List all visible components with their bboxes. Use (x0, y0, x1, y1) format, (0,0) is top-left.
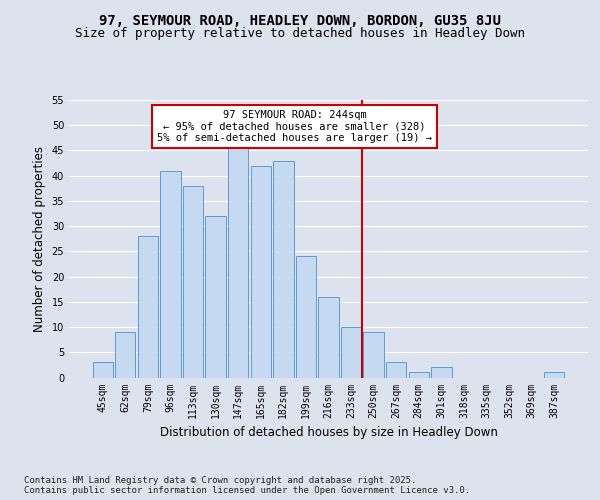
Bar (160, 170, 181, 378)
Text: 97, SEYMOUR ROAD, HEADLEY DOWN, BORDON, GU35 8JU: 97, SEYMOUR ROAD, HEADLEY DOWN, BORDON, … (99, 14, 501, 28)
Bar (92, 362, 113, 378)
Bar (319, 297, 338, 378)
Bar (205, 216, 226, 378)
Bar (273, 160, 293, 378)
Bar (409, 372, 429, 378)
Text: 97 SEYMOUR ROAD: 244sqm
← 95% of detached houses are smaller (328)
5% of semi-de: 97 SEYMOUR ROAD: 244sqm ← 95% of detache… (157, 110, 432, 144)
X-axis label: Distribution of detached houses by size in Headley Down: Distribution of detached houses by size … (160, 426, 497, 439)
Bar (386, 362, 406, 378)
Bar (183, 186, 203, 378)
Bar (296, 256, 316, 378)
Bar (544, 372, 565, 378)
Text: Contains HM Land Registry data © Crown copyright and database right 2025.
Contai: Contains HM Land Registry data © Crown c… (24, 476, 470, 496)
Text: Size of property relative to detached houses in Headley Down: Size of property relative to detached ho… (75, 28, 525, 40)
Y-axis label: Number of detached properties: Number of detached properties (33, 146, 46, 332)
Bar (341, 327, 361, 378)
Bar (115, 332, 136, 378)
Bar (138, 236, 158, 378)
Bar (228, 146, 248, 378)
Bar (251, 166, 271, 378)
Bar (431, 368, 452, 378)
Bar (364, 332, 384, 378)
